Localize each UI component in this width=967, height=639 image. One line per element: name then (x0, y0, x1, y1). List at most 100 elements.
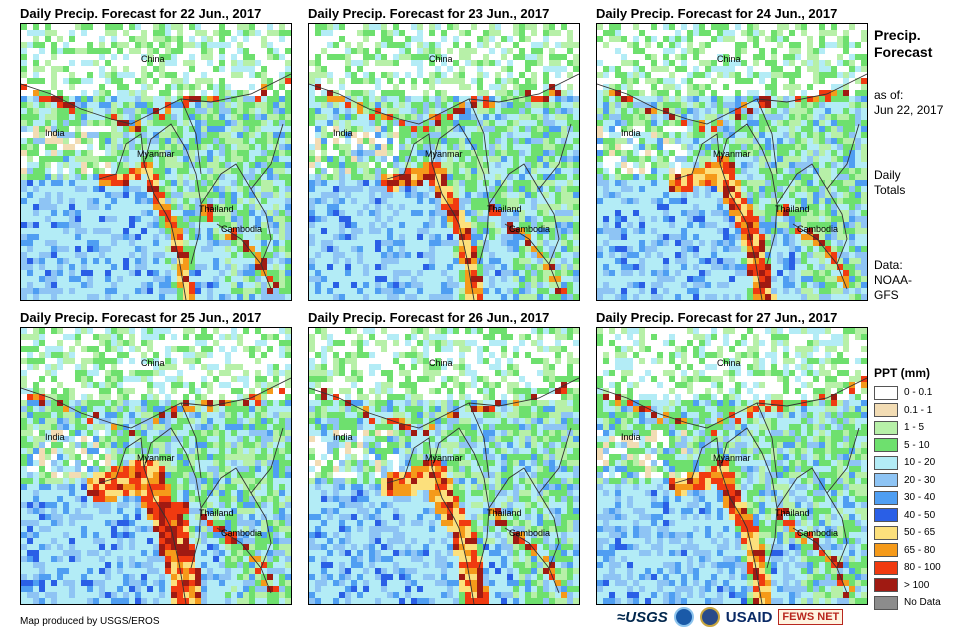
precip-cell (273, 240, 279, 246)
precip-cell (171, 120, 177, 126)
precip-cell (39, 60, 45, 66)
precip-cell (321, 174, 327, 180)
precip-cell (45, 258, 51, 264)
precip-cell (789, 84, 795, 90)
precip-cell (135, 60, 141, 66)
precip-cell (45, 162, 51, 168)
precip-cell (81, 204, 87, 210)
precip-cell (369, 48, 375, 54)
precip-cell (795, 54, 801, 60)
precip-cell (333, 84, 339, 90)
india-label: India (333, 128, 353, 138)
precip-cell (45, 24, 51, 30)
precip-cell (177, 48, 183, 54)
precip-cell (309, 132, 315, 138)
precip-cell (477, 198, 483, 204)
precip-cell (381, 258, 387, 264)
precip-cell (243, 204, 249, 210)
precip-cell (105, 102, 111, 108)
precip-cell (261, 30, 267, 36)
precip-cell (483, 168, 489, 174)
precip-cell (57, 240, 63, 246)
precip-cell (843, 114, 849, 120)
precip-cell (711, 66, 717, 72)
precip-cell (225, 126, 231, 132)
precip-cell (69, 180, 75, 186)
precip-cell (399, 60, 405, 66)
precip-cell (459, 144, 465, 150)
precip-cell (237, 210, 243, 216)
precip-cell (39, 198, 45, 204)
precip-cell (63, 42, 69, 48)
precip-cell (117, 84, 123, 90)
precip-cell (207, 198, 213, 204)
precip-cell (189, 138, 195, 144)
precip-cell (369, 156, 375, 162)
precip-cell (255, 162, 261, 168)
precip-cell (705, 36, 711, 42)
precip-cell (27, 276, 33, 282)
precip-cell (369, 252, 375, 258)
precip-cell (549, 126, 555, 132)
precip-cell (543, 102, 549, 108)
precip-cell (141, 180, 147, 186)
precip-cell (573, 258, 579, 264)
precip-cell (669, 36, 675, 42)
precip-cell (231, 252, 237, 258)
precip-cell (225, 84, 231, 90)
precip-cell (429, 30, 435, 36)
precip-cell (153, 126, 159, 132)
precip-cell (513, 54, 519, 60)
precip-cell (429, 36, 435, 42)
precip-cell (165, 294, 171, 300)
precip-cell (603, 24, 609, 30)
precip-cell (669, 42, 675, 48)
precip-cell (609, 132, 615, 138)
precip-cell (573, 168, 579, 174)
precip-cell (513, 246, 519, 252)
precip-cell (519, 246, 525, 252)
precip-cell (273, 132, 279, 138)
precip-cell (633, 114, 639, 120)
precip-cell (471, 114, 477, 120)
precip-cell (21, 150, 27, 156)
precip-cell (285, 138, 291, 144)
precip-cell (501, 222, 507, 228)
precip-cell (261, 168, 267, 174)
precip-cell (489, 60, 495, 66)
precip-cell (135, 222, 141, 228)
precip-cell (201, 96, 207, 102)
precip-cell (843, 120, 849, 126)
precip-cell (795, 36, 801, 42)
precip-cell (369, 60, 375, 66)
precip-cell (717, 72, 723, 78)
precip-cell (393, 114, 399, 120)
precip-cell (459, 108, 465, 114)
precip-cell (261, 228, 267, 234)
precip-cell (561, 126, 567, 132)
precip-cell (687, 54, 693, 60)
precip-cell (153, 150, 159, 156)
precip-cell (213, 198, 219, 204)
precip-cell (393, 30, 399, 36)
precip-cell (717, 96, 723, 102)
precip-cell (429, 228, 435, 234)
precip-cell (201, 54, 207, 60)
precip-cell (429, 126, 435, 132)
precip-cell (351, 36, 357, 42)
precip-cell (501, 30, 507, 36)
precip-cell (261, 204, 267, 210)
precip-cell (525, 288, 531, 294)
precip-cell (441, 144, 447, 150)
precip-cell (327, 276, 333, 282)
precip-cell (309, 114, 315, 120)
precip-cell (615, 48, 621, 54)
precip-cell (753, 72, 759, 78)
precip-cell (573, 276, 579, 282)
precip-cell (531, 42, 537, 48)
precip-cell (711, 54, 717, 60)
precip-cell (831, 42, 837, 48)
precip-cell (417, 186, 423, 192)
precip-cell (63, 258, 69, 264)
precip-cell (777, 66, 783, 72)
